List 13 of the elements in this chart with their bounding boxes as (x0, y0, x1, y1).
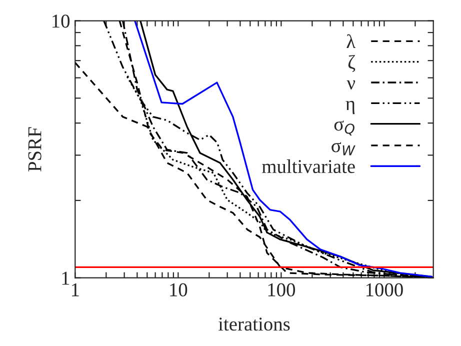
legend-label: σ$_{Q}$ (334, 120, 354, 136)
x-tick-label: 100 (268, 283, 296, 296)
x-tick-label: 10 (170, 283, 188, 296)
x-tick-label: 1 (72, 283, 79, 296)
y-axis-title: PSRF (28, 127, 42, 172)
legend-label: multivariate (262, 159, 355, 174)
x-tick-label: 1000 (366, 283, 403, 296)
legend-label: σ$_{W}$ (332, 142, 356, 156)
legend-label: η (346, 100, 355, 114)
legend-label: ν (346, 80, 356, 90)
legend-label: ζ (348, 54, 356, 72)
x-axis-title: iterations (218, 318, 290, 331)
legend-label: λ (346, 34, 356, 48)
